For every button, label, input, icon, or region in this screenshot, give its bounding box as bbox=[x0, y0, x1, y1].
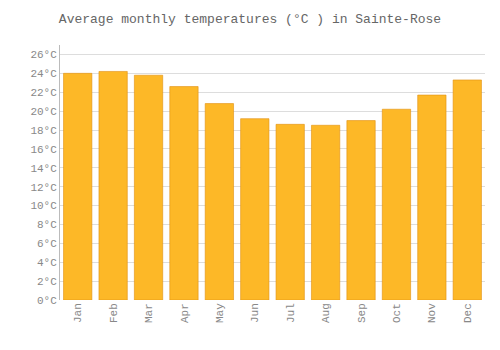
svg-text:20°C: 20°C bbox=[30, 106, 57, 118]
svg-text:18°C: 18°C bbox=[30, 125, 57, 137]
svg-text:Oct: Oct bbox=[391, 303, 403, 323]
svg-text:6°C: 6°C bbox=[37, 238, 57, 250]
svg-text:Jan: Jan bbox=[72, 303, 84, 323]
svg-text:Apr: Apr bbox=[179, 303, 191, 323]
svg-text:May: May bbox=[214, 303, 226, 323]
svg-text:Mar: Mar bbox=[143, 303, 155, 323]
svg-text:24°C: 24°C bbox=[30, 68, 57, 80]
svg-text:4°C: 4°C bbox=[37, 257, 57, 269]
svg-text:Aug: Aug bbox=[320, 303, 332, 323]
svg-text:Nov: Nov bbox=[426, 303, 438, 323]
svg-text:14°C: 14°C bbox=[30, 163, 57, 175]
svg-text:2°C: 2°C bbox=[37, 276, 57, 288]
svg-text:Jul: Jul bbox=[285, 303, 297, 323]
svg-text:Jun: Jun bbox=[249, 303, 261, 323]
svg-text:Sep: Sep bbox=[356, 303, 368, 323]
svg-text:8°C: 8°C bbox=[37, 219, 57, 231]
svg-text:Dec: Dec bbox=[462, 303, 474, 323]
svg-text:Average monthly temperatures (: Average monthly temperatures (°C ) in Sa… bbox=[59, 12, 441, 27]
svg-text:0°C: 0°C bbox=[37, 295, 57, 307]
svg-text:16°C: 16°C bbox=[30, 144, 57, 156]
svg-text:Feb: Feb bbox=[108, 303, 120, 323]
svg-text:12°C: 12°C bbox=[30, 182, 57, 194]
svg-text:10°C: 10°C bbox=[30, 200, 57, 212]
svg-text:22°C: 22°C bbox=[30, 87, 57, 99]
svg-text:26°C: 26°C bbox=[30, 49, 57, 61]
